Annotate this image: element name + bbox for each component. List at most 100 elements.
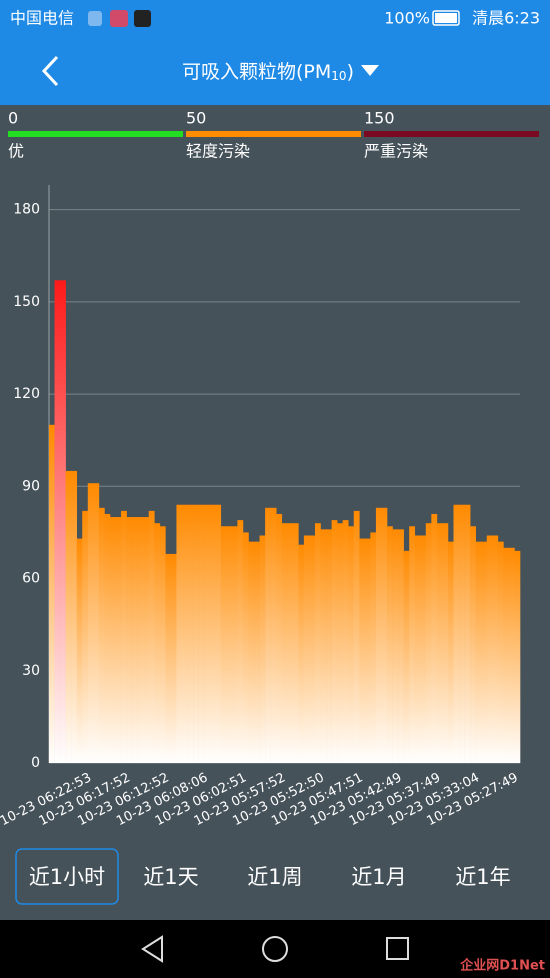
title-text: 可吸入颗粒物(PM [182, 61, 331, 83]
tab[interactable]: 近1小时 [29, 865, 105, 889]
watermark: 企业网D1Net [459, 958, 545, 974]
bar [54, 280, 61, 763]
bar [165, 553, 172, 763]
bar [87, 483, 94, 763]
dropdown-arrow[interactable] [361, 65, 379, 76]
bar [309, 535, 316, 763]
clock: 清晨6:23 [472, 9, 540, 28]
nav-back[interactable] [141, 935, 163, 963]
bar [414, 535, 421, 763]
bar [98, 507, 105, 763]
bar [503, 547, 510, 763]
nav-bar [0, 920, 550, 978]
bar [326, 529, 332, 763]
bar [281, 523, 288, 763]
bar [132, 517, 138, 763]
page-title[interactable]: 可吸入颗粒物(PM10) [182, 61, 354, 83]
bar [270, 507, 277, 763]
bar [287, 523, 294, 763]
bar [387, 526, 393, 763]
bar [71, 470, 78, 763]
level-bar [364, 131, 539, 137]
bar [292, 523, 299, 763]
bar [342, 520, 349, 763]
y-tick-label: 90 [22, 478, 40, 494]
nav-home[interactable] [262, 936, 288, 962]
bar [359, 538, 366, 763]
bar [137, 517, 144, 763]
bar [303, 535, 310, 763]
bar [464, 504, 471, 763]
bar [470, 526, 476, 763]
bar [237, 520, 244, 763]
bar [425, 523, 432, 763]
bar [459, 504, 465, 763]
bar [170, 553, 177, 763]
bar [314, 523, 321, 763]
bar [331, 520, 338, 763]
tab[interactable]: 近1月 [351, 865, 406, 889]
bar [508, 547, 515, 763]
tab[interactable]: 近1周 [247, 865, 302, 889]
bar [181, 504, 188, 763]
tab-selected [15, 848, 119, 905]
bar [231, 526, 238, 763]
bar [82, 510, 89, 763]
bar [492, 535, 499, 763]
bar [176, 504, 183, 763]
bar [497, 541, 504, 763]
bar [159, 526, 166, 763]
bar [193, 504, 199, 763]
bar [143, 517, 150, 763]
bar [398, 529, 404, 763]
battery-fill [435, 13, 457, 23]
y-tick-label: 120 [13, 386, 40, 402]
bar [220, 526, 227, 763]
bar [215, 504, 222, 763]
bar [442, 523, 449, 763]
bar [126, 517, 133, 763]
bar [226, 526, 233, 763]
bar [109, 517, 116, 763]
range-tabs: 近1小时 近1天 近1周 近1月 近1年 [15, 848, 511, 905]
level-value: 50 [186, 109, 206, 128]
bar [337, 523, 343, 763]
bar [242, 532, 249, 763]
status-icon [88, 11, 102, 26]
bar [121, 510, 127, 763]
bar [392, 529, 399, 763]
bar [348, 526, 355, 763]
level-label: 轻度污染 [186, 142, 250, 161]
level-label: 优 [8, 142, 24, 161]
level-bar [186, 131, 361, 137]
status-icon [134, 10, 151, 27]
level-label: 严重污染 [364, 142, 428, 161]
back-button[interactable] [41, 55, 59, 87]
bar [76, 538, 83, 763]
bar [364, 538, 371, 763]
bar [265, 507, 271, 763]
title-end: ) [347, 61, 354, 83]
bar [420, 535, 427, 763]
bar [209, 504, 216, 763]
tab[interactable]: 近1年 [455, 865, 510, 889]
bar [248, 541, 255, 763]
bar [259, 535, 266, 763]
bar [375, 507, 382, 763]
title-sub: 10 [331, 69, 346, 83]
y-tick-label: 0 [31, 755, 40, 771]
bar [447, 541, 454, 763]
bar [60, 280, 66, 763]
bar [148, 510, 155, 763]
tab[interactable]: 近1天 [143, 865, 198, 889]
nav-recent[interactable] [386, 937, 409, 960]
bar [49, 424, 55, 763]
bar [187, 504, 194, 763]
app-bar [0, 0, 550, 105]
bar [370, 532, 377, 763]
bar [436, 523, 443, 763]
y-tick-label: 60 [22, 571, 40, 587]
bar [254, 541, 260, 763]
